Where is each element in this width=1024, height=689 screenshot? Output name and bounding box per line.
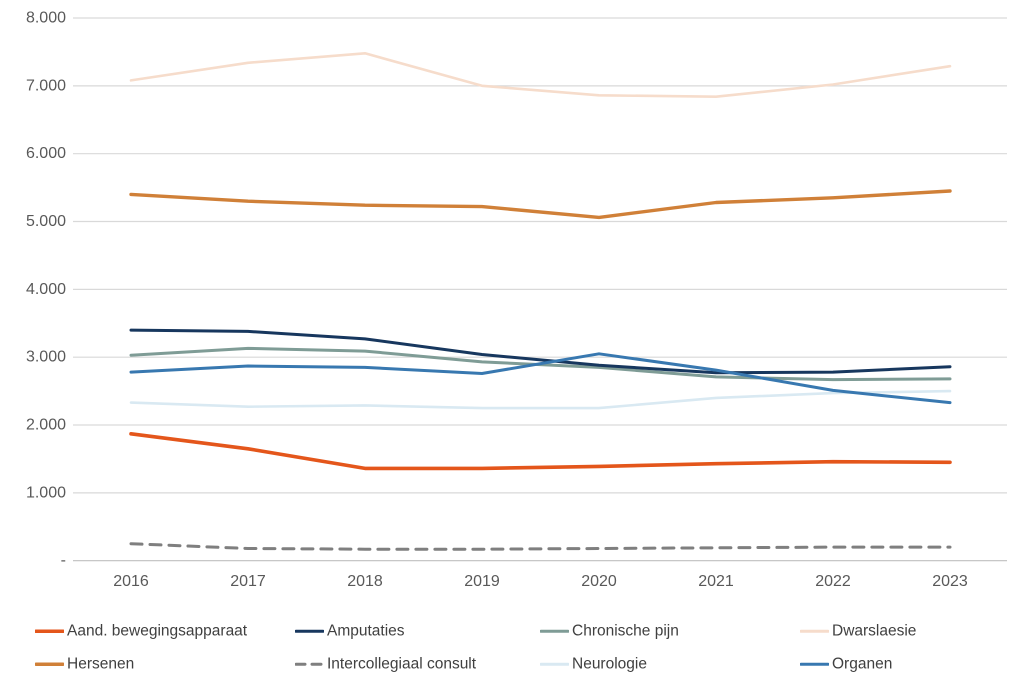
y-tick-label-1000: 1.000 bbox=[26, 484, 66, 501]
series-line-aand-bewegingsapparaat bbox=[129, 431, 952, 471]
x-tick-label-2021: 2021 bbox=[698, 573, 734, 590]
x-tick-label-2018: 2018 bbox=[347, 573, 383, 590]
y-tick-label-4000: 4.000 bbox=[26, 281, 66, 298]
series-line-amputaties bbox=[129, 328, 952, 375]
series-line-intercollegiaal-consult bbox=[129, 542, 952, 551]
series-line-neurologie bbox=[129, 389, 952, 410]
y-tick-label-7000: 7.000 bbox=[26, 77, 66, 94]
series-line-dwarslaesie bbox=[129, 51, 952, 98]
y-tick-label-5000: 5.000 bbox=[26, 213, 66, 230]
x-tick-label-2019: 2019 bbox=[464, 573, 500, 590]
x-tick-label-2017: 2017 bbox=[230, 573, 266, 590]
x-tick-label-2020: 2020 bbox=[581, 573, 617, 590]
x-tick-label-2016: 2016 bbox=[113, 573, 149, 590]
x-tick-label-2023: 2023 bbox=[932, 573, 968, 590]
series-line-hersenen bbox=[129, 189, 952, 220]
y-tick-label-3000: 3.000 bbox=[26, 349, 66, 366]
x-tick-label-2022: 2022 bbox=[815, 573, 851, 590]
y-tick-label-0: - bbox=[61, 552, 66, 569]
y-tick-label-2000: 2.000 bbox=[26, 417, 66, 434]
y-tick-label-6000: 6.000 bbox=[26, 145, 66, 162]
y-tick-label-8000: 8.000 bbox=[26, 10, 66, 27]
series-line-organen bbox=[129, 352, 952, 405]
